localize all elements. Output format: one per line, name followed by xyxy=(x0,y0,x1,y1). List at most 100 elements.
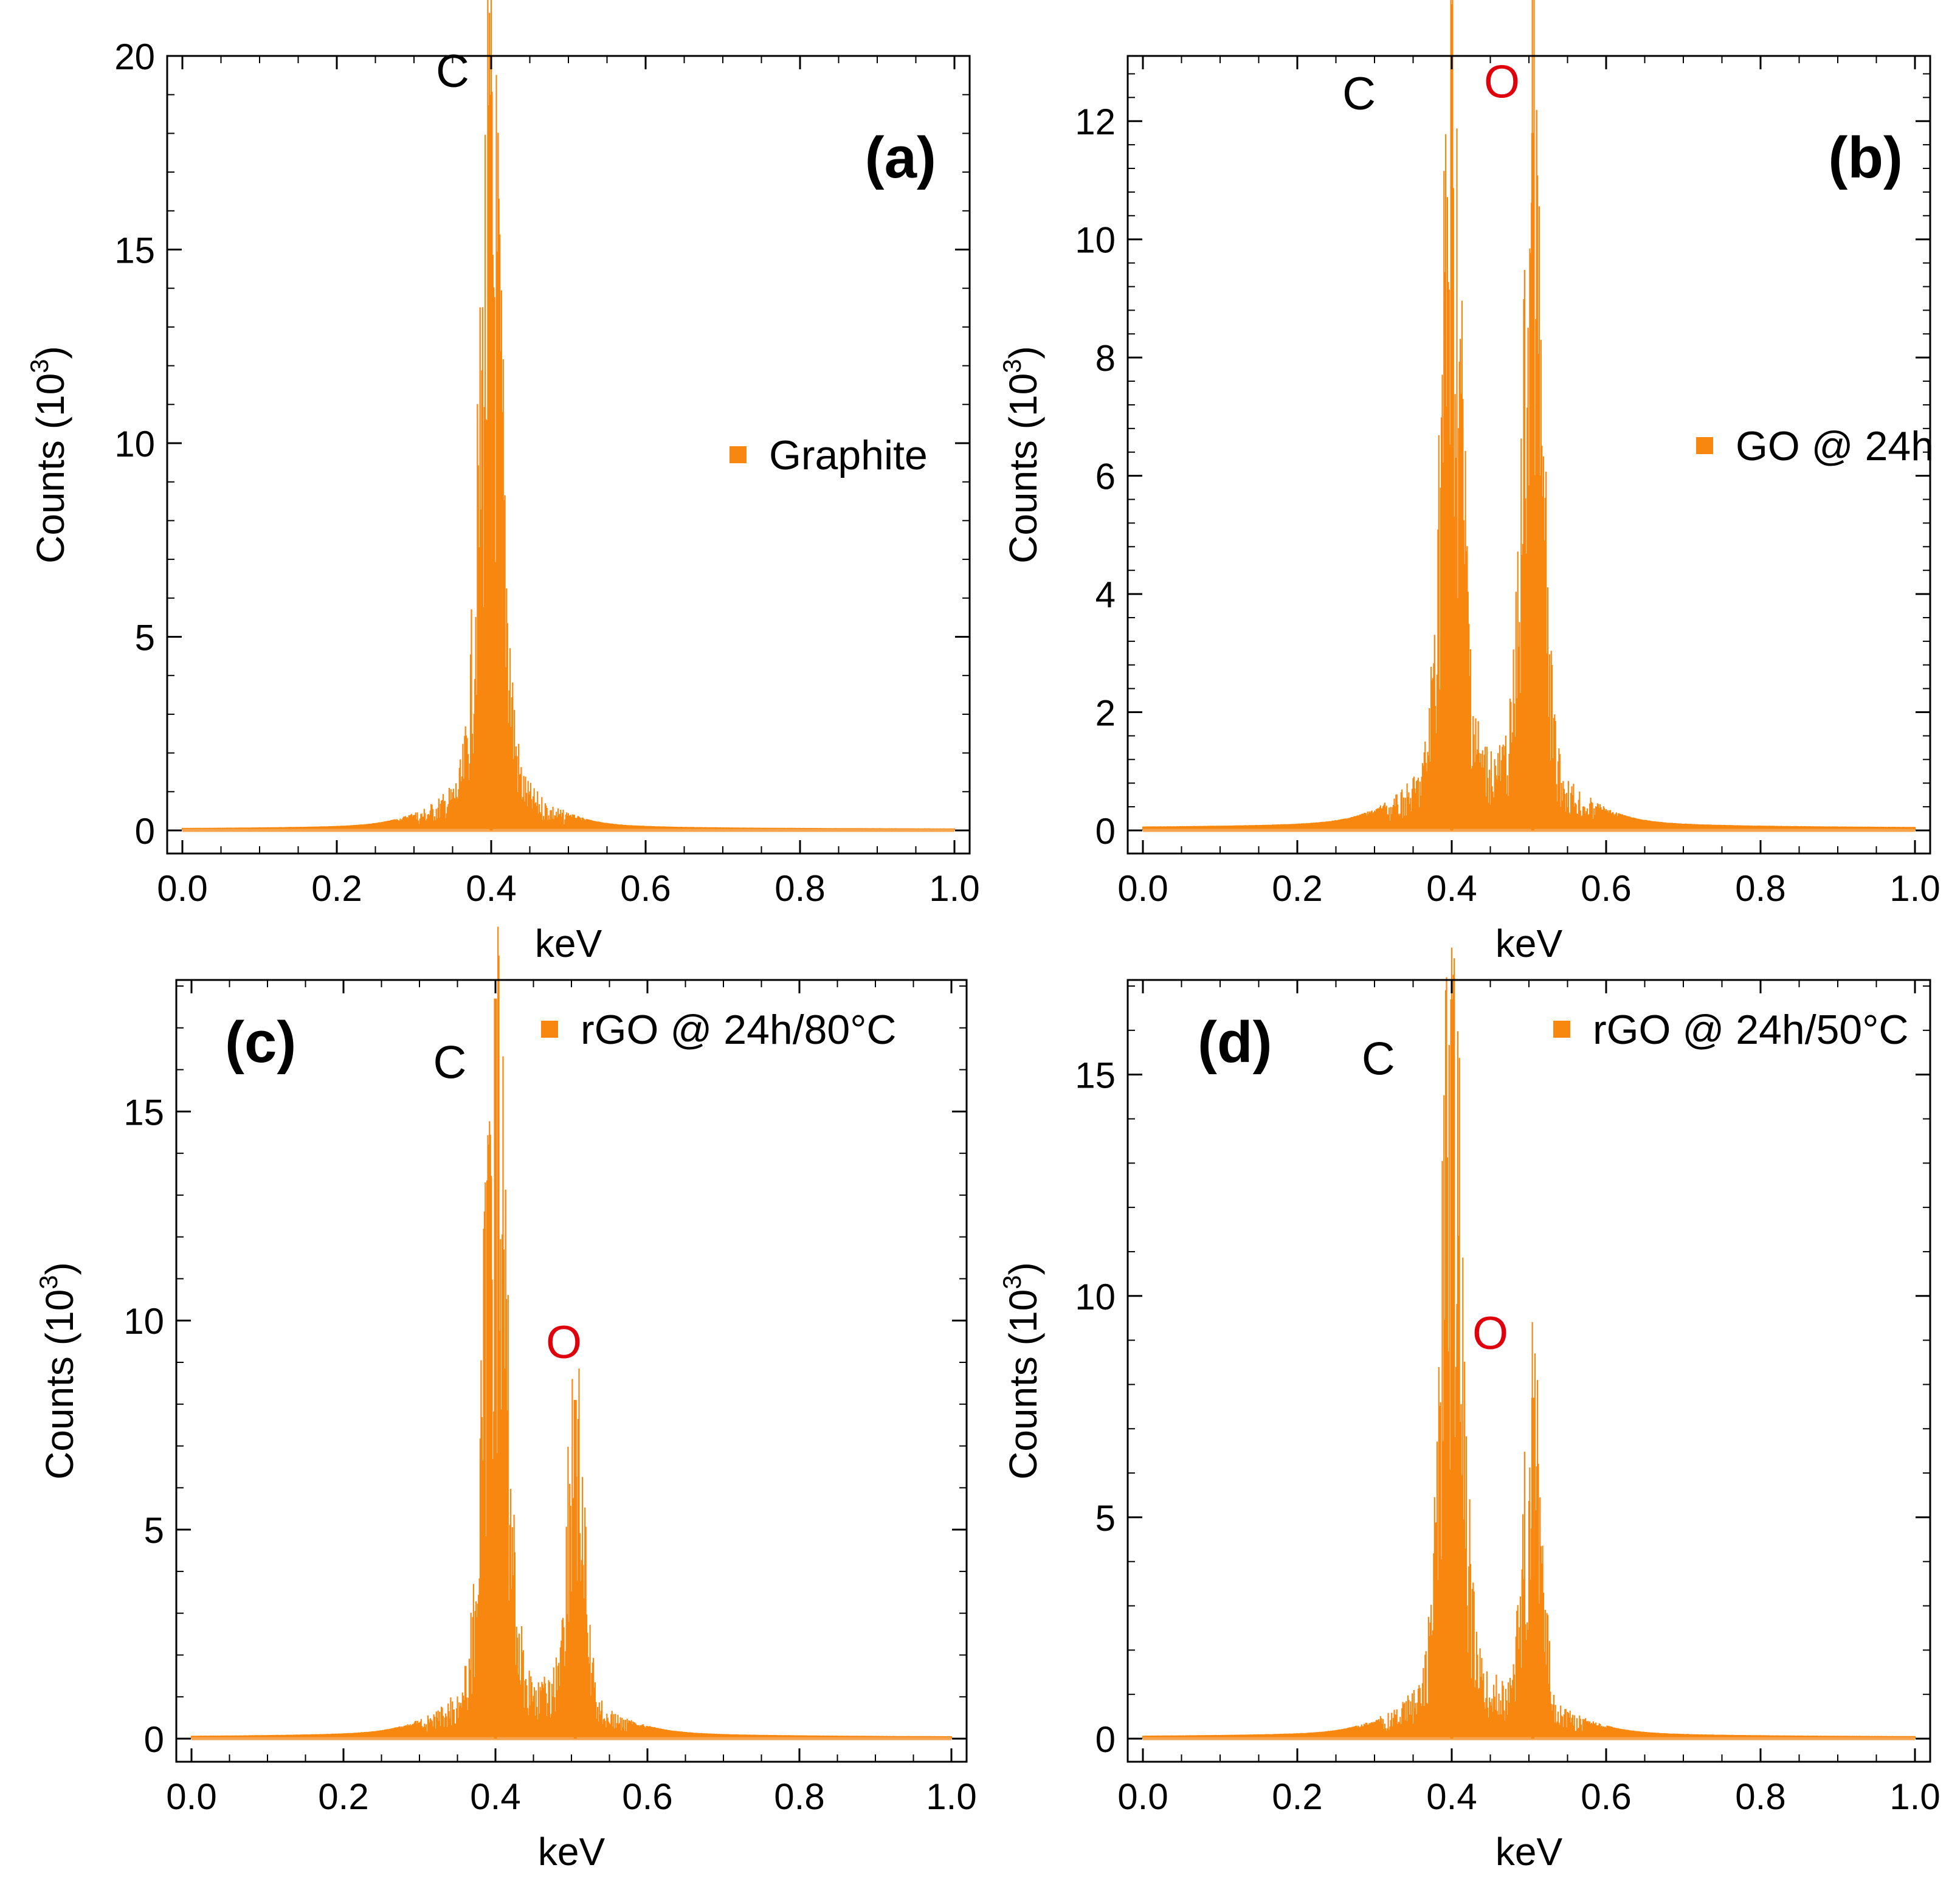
x-tick-label: 0.4 xyxy=(1426,868,1477,909)
y-tick-label: 10 xyxy=(1075,1277,1116,1317)
x-axis: 0.0 0.2 0.4 0.6 0.8 1.0 xyxy=(1117,56,1940,909)
carbon-peak-label: C xyxy=(1342,68,1376,120)
spectrum-series xyxy=(190,926,953,1740)
y-tick-label: 0 xyxy=(135,811,155,852)
y-tick-label: 0 xyxy=(1095,811,1116,852)
x-tick-label: 1.0 xyxy=(1889,868,1940,909)
y-tick-label: 2 xyxy=(1095,693,1116,734)
panel-c-rgo-24h-80c: 0.0 0.2 0.4 0.6 0.8 1.0 keV 0 5 10 15 Counts (103) (… xyxy=(34,926,977,1874)
x-tick-label: 1.0 xyxy=(1889,1776,1940,1817)
carbon-peak-label: C xyxy=(1362,1033,1395,1085)
y-axis-label-exponent: 3 xyxy=(34,1275,63,1289)
spectrum-series xyxy=(181,0,956,832)
y-tick-label: 15 xyxy=(1075,1055,1116,1096)
legend: GO @ 24h xyxy=(1696,423,1934,469)
spectrum-series xyxy=(1142,947,1916,1740)
legend-swatch xyxy=(1553,1021,1570,1038)
x-axis: 0.0 0.2 0.4 0.6 0.8 1.0 xyxy=(157,56,980,909)
x-axis: 0.0 0.2 0.4 0.6 0.8 1.0 xyxy=(1117,980,1940,1817)
y-axis-label-close: ) xyxy=(1001,1262,1045,1275)
y-tick-label: 10 xyxy=(1075,220,1116,261)
y-axis: 0 5 10 15 xyxy=(1075,985,1930,1760)
y-axis-label-text: Counts (10 xyxy=(29,373,72,564)
y-tick-label: 15 xyxy=(123,1092,164,1133)
y-tick-label: 10 xyxy=(123,1301,164,1342)
x-axis-label: keV xyxy=(1495,922,1563,965)
panel-letter: (c) xyxy=(225,1010,296,1075)
x-tick-label: 0.6 xyxy=(622,1776,672,1817)
panel-letter: (d) xyxy=(1198,1010,1272,1075)
y-axis-label-text: Counts (10 xyxy=(1001,373,1045,564)
y-axis-label-close: ) xyxy=(1001,346,1045,359)
legend: Graphite xyxy=(730,432,928,478)
y-axis-label-exponent: 3 xyxy=(25,359,53,373)
y-tick-label: 5 xyxy=(1095,1498,1116,1539)
y-tick-label: 4 xyxy=(1095,574,1116,615)
y-tick-label: 15 xyxy=(114,230,155,271)
x-tick-label: 0.0 xyxy=(1117,1776,1168,1817)
x-tick-label: 0.0 xyxy=(1117,868,1168,909)
panel-d-rgo-24h-50c: 0.0 0.2 0.4 0.6 0.8 1.0 keV 0 5 10 15 Counts (103) (… xyxy=(998,947,1940,1874)
x-tick-label: 0.8 xyxy=(1735,1776,1785,1817)
y-tick-label: 10 xyxy=(114,424,155,464)
y-tick-label: 20 xyxy=(114,36,155,77)
panel-letter: (b) xyxy=(1828,125,1903,190)
x-tick-label: 1.0 xyxy=(926,1776,976,1817)
legend-swatch xyxy=(730,446,747,463)
y-axis-label-text: Counts (10 xyxy=(1001,1289,1045,1480)
x-tick-label: 0.4 xyxy=(1426,1776,1477,1817)
x-tick-label: 1.0 xyxy=(929,868,979,909)
y-axis-label-close: ) xyxy=(38,1262,81,1275)
x-tick-label: 0.2 xyxy=(1272,868,1322,909)
spectrum-bars xyxy=(1142,0,1916,830)
y-axis-label-exponent: 3 xyxy=(998,359,1026,373)
y-axis-label-exponent: 3 xyxy=(998,1275,1026,1289)
panel-letter: (a) xyxy=(865,125,936,190)
x-tick-label: 0.2 xyxy=(318,1776,368,1817)
x-axis-label: keV xyxy=(538,1830,605,1874)
spectrum-bars xyxy=(181,0,956,830)
y-tick-label: 5 xyxy=(135,618,155,658)
x-tick-label: 0.8 xyxy=(1735,868,1785,909)
y-axis-label: Counts (103) xyxy=(34,1262,81,1480)
y-tick-label: 0 xyxy=(1095,1719,1116,1760)
y-axis-label: Counts (103) xyxy=(998,1262,1045,1480)
x-tick-label: 0.4 xyxy=(466,868,516,909)
y-axis: 0 5 10 15 20 xyxy=(114,36,970,852)
legend-label: Graphite xyxy=(769,432,928,478)
legend-swatch xyxy=(1696,437,1713,454)
oxygen-peak-label: O xyxy=(1484,56,1520,108)
legend-label: rGO @ 24h/80°C xyxy=(581,1007,897,1053)
y-axis-label: Counts (103) xyxy=(25,346,72,564)
x-tick-label: 0.4 xyxy=(470,1776,520,1817)
x-tick-label: 0.6 xyxy=(1581,1776,1631,1817)
x-tick-label: 0.6 xyxy=(1581,868,1631,909)
y-tick-label: 12 xyxy=(1075,102,1116,142)
x-tick-label: 0.8 xyxy=(774,868,825,909)
x-tick-label: 0.2 xyxy=(311,868,362,909)
x-tick-label: 0.2 xyxy=(1272,1776,1322,1817)
y-tick-label: 5 xyxy=(144,1510,164,1551)
y-axis: 0 5 10 15 xyxy=(123,985,967,1760)
panel-a-graphite: 0.0 0.2 0.4 0.6 0.8 1.0 keV 0 5 10 15 20 Counts (103… xyxy=(25,0,980,965)
oxygen-peak-label: O xyxy=(1472,1308,1508,1359)
carbon-peak-label: C xyxy=(436,46,469,97)
x-tick-label: 0.0 xyxy=(166,1776,216,1817)
legend-label: rGO @ 24h/50°C xyxy=(1593,1007,1909,1053)
legend: rGO @ 24h/50°C xyxy=(1553,1007,1909,1053)
carbon-peak-label: C xyxy=(433,1037,467,1088)
y-tick-label: 8 xyxy=(1095,338,1116,379)
spectrum-series xyxy=(1142,0,1916,832)
y-axis-label-close: ) xyxy=(29,346,72,359)
y-tick-label: 0 xyxy=(144,1719,164,1760)
legend: rGO @ 24h/80°C xyxy=(541,1007,897,1053)
panel-b-go-24h: 0.0 0.2 0.4 0.6 0.8 1.0 keV 0 2 4 6 8 10 12 Counts (10… xyxy=(998,0,1940,965)
legend-swatch xyxy=(541,1021,558,1038)
y-axis-label-text: Counts (10 xyxy=(38,1289,81,1480)
x-axis-label: keV xyxy=(535,922,602,965)
x-axis: 0.0 0.2 0.4 0.6 0.8 1.0 xyxy=(166,980,977,1817)
x-tick-label: 0.6 xyxy=(620,868,671,909)
y-axis: 0 2 4 6 8 10 12 xyxy=(1075,73,1930,852)
y-tick-label: 6 xyxy=(1095,457,1116,497)
